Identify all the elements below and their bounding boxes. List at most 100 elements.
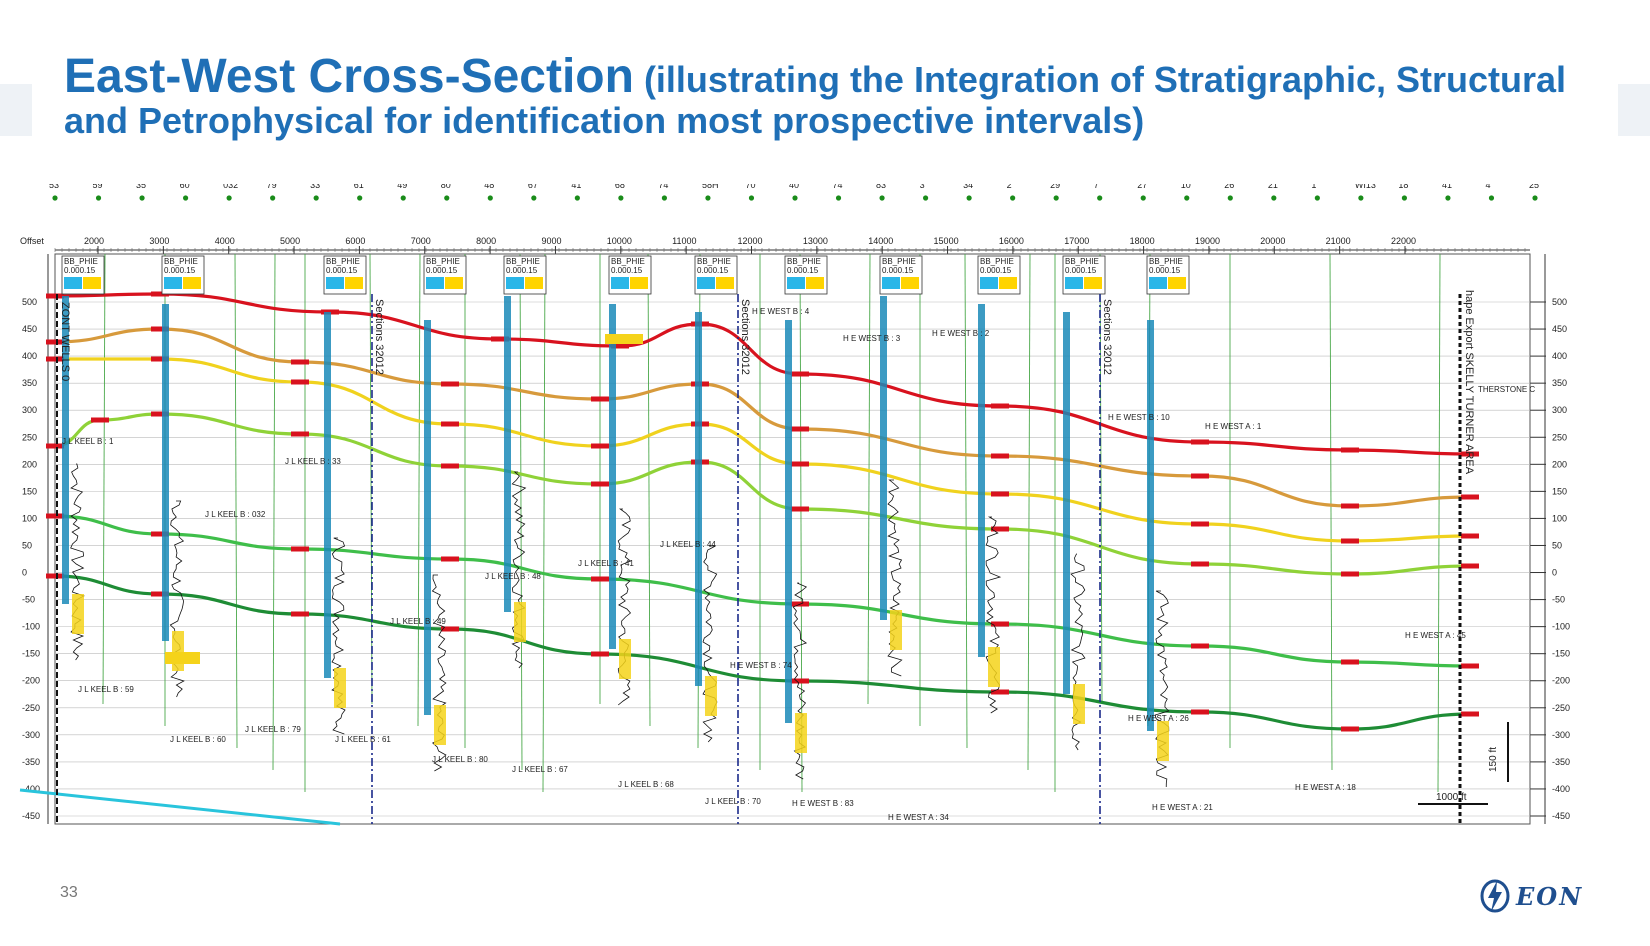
formation-top-pick	[46, 513, 64, 519]
log-header-curve: BB_PHIE	[882, 257, 916, 266]
log-header-curve: BB_PHIE	[64, 257, 98, 266]
offset-tick-label: 18000	[1130, 236, 1155, 246]
formation-top-pick	[1341, 538, 1359, 544]
well-name-label: J L KEEL B : 59	[78, 685, 134, 694]
log-header-swatch-yellow	[183, 277, 201, 289]
well-number-label: 74	[658, 184, 668, 190]
formation-top-pick	[441, 421, 459, 427]
well-path-line	[964, 253, 968, 749]
well-name-label: J L KEEL B : 61	[335, 735, 391, 744]
well-location-marker	[879, 195, 885, 201]
log-sand-fill	[619, 639, 631, 679]
log-header-swatch-blue	[787, 277, 805, 289]
section-boundary-label: Sections 32012	[1101, 299, 1113, 375]
log-header-range: 0.000.15	[506, 266, 538, 275]
log-track-blue	[978, 304, 985, 657]
log-header-range: 0.000.15	[697, 266, 729, 275]
offset-tick-label: 2000	[84, 236, 104, 246]
well-location-marker	[270, 195, 276, 201]
well-name-label: J L KEEL B : 44	[660, 540, 716, 549]
well-lines	[102, 253, 1441, 793]
offset-axis-label: Offset	[20, 236, 44, 246]
formation-top-pick	[591, 651, 609, 657]
depth-label-left: 400	[22, 351, 37, 361]
log-sand-fill	[705, 676, 717, 716]
offset-tick-label: 11000	[672, 236, 696, 246]
well-location-marker	[748, 195, 755, 201]
log-header-swatch-blue	[326, 277, 344, 289]
log-header-swatch-blue	[1065, 277, 1083, 289]
depth-label-left: -150	[22, 649, 40, 659]
formation-top-pick	[991, 403, 1009, 409]
well-location-marker	[444, 195, 450, 201]
right-decor-tab	[1618, 84, 1650, 136]
well-location-marker	[1532, 195, 1538, 201]
depth-label-right: 500	[1552, 297, 1567, 307]
log-header-curve: BB_PHIE	[697, 257, 731, 266]
diagram-background	[10, 184, 1640, 874]
well-location-marker	[1097, 195, 1103, 201]
log-header-swatch-yellow	[999, 277, 1017, 289]
formation-top-pick	[991, 526, 1009, 532]
depth-label-left: -200	[22, 676, 40, 686]
log-sand-fill	[988, 647, 1000, 687]
depth-label-right: 400	[1552, 351, 1567, 361]
well-name-label: J L KEEL B : 80	[432, 755, 488, 764]
well-location-marker	[966, 195, 972, 201]
formation-top-pick	[151, 531, 169, 537]
log-curve	[617, 508, 632, 706]
depth-label-left: -450	[22, 811, 40, 821]
formation-top-pick	[1341, 571, 1359, 577]
offset-axis: Offset 2000 3000 4000 5000 6000 7000 8000 9000 10…	[20, 236, 1530, 254]
log-sand-fill	[72, 594, 84, 634]
right-boundary-label: hape Export SKELLY TURNER AREA	[1463, 290, 1475, 475]
formation-top-pick	[1461, 563, 1479, 569]
depth-label-left: 500	[22, 297, 37, 307]
well-name-label: H E WEST B : 3	[843, 334, 901, 343]
well-location-marker	[52, 195, 58, 201]
log-header-swatch-yellow	[901, 277, 919, 289]
well-number-label: 41	[571, 184, 581, 190]
well-name-label: H E WEST B : 4	[752, 307, 810, 316]
depth-label-left: -300	[22, 730, 40, 740]
formation-top-pick	[46, 443, 64, 449]
formation-top-pick	[46, 339, 64, 345]
formation-top-pick	[791, 678, 809, 684]
stratigraphic-surface	[54, 292, 1471, 456]
well-number-label: 34	[963, 184, 973, 190]
well-number-label: 60	[180, 184, 190, 190]
well-location-marker	[1227, 195, 1233, 201]
depth-label-right: 50	[1552, 540, 1562, 550]
offset-tick-label: 19000	[1195, 236, 1220, 246]
log-sand-fill	[1157, 721, 1169, 761]
formation-top-pick	[151, 326, 169, 332]
offset-tick-label: 8000	[476, 236, 496, 246]
stratigraphic-surface	[54, 327, 1471, 508]
log-header-swatch-blue	[882, 277, 900, 289]
well-number-label: 27	[1137, 184, 1147, 190]
well-number-label: 79	[267, 184, 277, 190]
log-header-range: 0.000.15	[611, 266, 643, 275]
well-number-label: 33	[310, 184, 320, 190]
well-path-line	[272, 253, 276, 771]
formation-top-pick	[441, 463, 459, 469]
formation-top-pick	[441, 556, 459, 562]
depth-label-right: 450	[1552, 324, 1567, 334]
well-labels: J L KEEL B : 1 J L KEEL B : 59 J L KEEL B …	[62, 307, 1535, 822]
log-header-swatch-yellow	[1084, 277, 1102, 289]
formation-top-pick	[151, 356, 169, 362]
well-location-marker	[792, 195, 798, 201]
log-header-range: 0.000.15	[164, 266, 196, 275]
well-path-line	[369, 253, 373, 705]
log-track-blue	[1147, 320, 1154, 731]
log-header-curve: BB_PHIE	[787, 257, 821, 266]
well-path-line	[799, 253, 803, 793]
depth-label-right: 300	[1552, 405, 1567, 415]
depth-label-right: 350	[1552, 378, 1567, 388]
formation-top-pick	[791, 426, 809, 432]
depth-label-left: 450	[22, 324, 37, 334]
well-location-marker	[95, 195, 102, 201]
well-location-marker	[661, 195, 668, 201]
well-number-label: 1	[1311, 184, 1316, 190]
